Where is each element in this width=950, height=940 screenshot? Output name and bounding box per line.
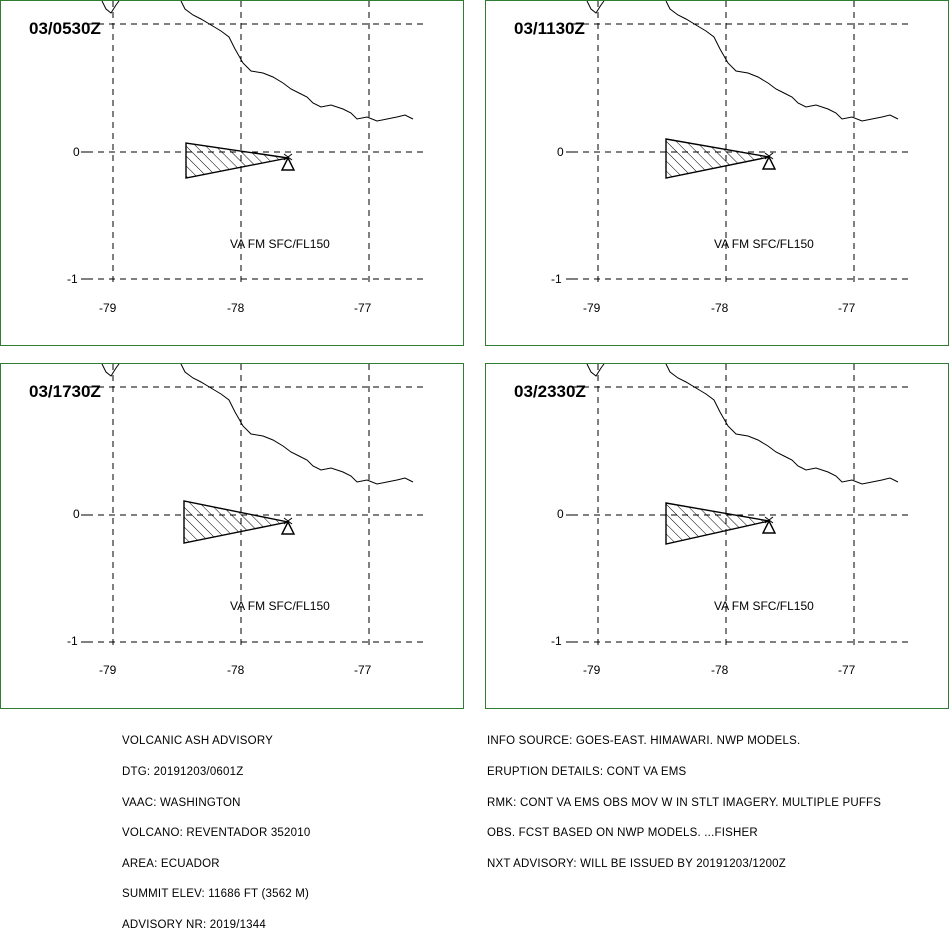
- coastline: [180, 364, 414, 485]
- advisory-line: RMK: CONT VA EMS OBS MOV W IN STLT IMAGE…: [487, 796, 882, 809]
- ash-level-label: VA FM SFC/FL150: [714, 599, 814, 613]
- volcano-triangle-icon: [280, 520, 296, 535]
- advisory-line: VOLCANIC ASH ADVISORY: [122, 735, 273, 748]
- lon-label-77: -77: [354, 663, 372, 677]
- lat-label-0: 0: [73, 507, 80, 521]
- panel-time: 03/0530Z: [29, 19, 101, 38]
- lon-label-77: -77: [838, 663, 856, 677]
- lon-label-78: -78: [711, 301, 729, 315]
- ash-level-label: VA FM SFC/FL150: [230, 599, 330, 613]
- map-panel-1730: 03/1730Z 0 -1 -79 -78 -77 VA FM SFC/FL15…: [0, 363, 464, 709]
- advisory-line: ERUPTION DETAILS: CONT VA EMS: [487, 766, 687, 778]
- ash-level-label: VA FM SFC/FL150: [230, 237, 330, 251]
- lat-label-0: 0: [557, 145, 564, 159]
- ash-level-label: VA FM SFC/FL150: [714, 237, 814, 251]
- advisory-line: OBS. FCST BASED ON NWP MODELS. ...FISHER: [487, 827, 758, 840]
- advisory-line: INFO SOURCE: GOES-EAST. HIMAWARI. NWP MO…: [487, 735, 801, 748]
- advisory-line: SUMMIT ELEV: 11686 FT (3562 M): [122, 888, 310, 901]
- coastline: [586, 364, 605, 377]
- lon-label-79: -79: [99, 663, 117, 677]
- ash-cloud-polygon: [665, 138, 770, 179]
- advisory-line: ADVISORY NR: 2019/1344: [122, 918, 266, 931]
- coastline: [586, 1, 605, 14]
- map-panel-2330: 03/2330Z 0 -1 -79 -78 -77 VA FM SFC/FL15…: [485, 363, 949, 709]
- lat-label-minus1: -1: [551, 634, 562, 648]
- panel-time: 03/1130Z: [514, 19, 585, 38]
- map-canvas: [81, 364, 425, 650]
- advisory-line: VAAC: WASHINGTON: [122, 796, 241, 809]
- volcano-triangle-icon: [280, 156, 296, 171]
- lon-label-78: -78: [227, 301, 245, 315]
- lat-label-0: 0: [557, 507, 564, 521]
- lon-label-78: -78: [711, 663, 729, 677]
- panel-time: 03/1730Z: [29, 382, 101, 401]
- ash-cloud-polygon: [665, 502, 770, 545]
- coastline: [665, 364, 899, 485]
- volcano-triangle-icon: [761, 155, 777, 170]
- map-canvas: [566, 1, 910, 287]
- advisory-line: VOLCANO: REVENTADOR 352010: [122, 827, 311, 840]
- advisory-line: DTG: 20191203/0601Z: [122, 766, 244, 778]
- volcano-marker-icon: [283, 517, 293, 525]
- advisory-line: AREA: ECUADOR: [122, 857, 220, 870]
- map-canvas: [566, 364, 910, 650]
- lat-label-0: 0: [73, 145, 80, 159]
- map-panel-1130: 03/1130Z 0 -1 -79 -78 -77 VA FM SFC/FL15…: [485, 0, 949, 346]
- advisory-text-right: INFO SOURCE: GOES-EAST. HIMAWARI. NWP MO…: [487, 716, 881, 879]
- volcano-marker-icon: [283, 153, 293, 161]
- advisory-line: NXT ADVISORY: WILL BE ISSUED BY 20191203…: [487, 857, 786, 870]
- lon-label-77: -77: [354, 301, 372, 315]
- lon-label-79: -79: [99, 301, 117, 315]
- ash-cloud-polygon: [183, 500, 289, 544]
- lat-label-minus1: -1: [67, 634, 78, 648]
- panel-time: 03/2330Z: [514, 382, 586, 401]
- lon-label-77: -77: [838, 301, 856, 315]
- coastline: [180, 1, 414, 122]
- lon-label-78: -78: [227, 663, 245, 677]
- volcano-triangle-icon: [761, 519, 777, 534]
- advisory-text-left: VOLCANIC ASH ADVISORY DTG: 20191203/0601…: [122, 716, 310, 940]
- map-canvas: [81, 1, 425, 287]
- volcano-marker-icon: [764, 516, 774, 524]
- coastline: [665, 1, 899, 122]
- lat-label-minus1: -1: [67, 272, 78, 286]
- lon-label-79: -79: [583, 301, 601, 315]
- ash-cloud-polygon: [185, 142, 289, 179]
- coastline: [101, 1, 120, 14]
- volcano-marker-icon: [764, 152, 774, 160]
- lon-label-79: -79: [583, 663, 601, 677]
- map-panel-0530: 03/0530Z 0 -1 -79 -78 -77 VA FM SFC/FL15…: [0, 0, 464, 346]
- lat-label-minus1: -1: [551, 272, 562, 286]
- coastline: [101, 364, 120, 377]
